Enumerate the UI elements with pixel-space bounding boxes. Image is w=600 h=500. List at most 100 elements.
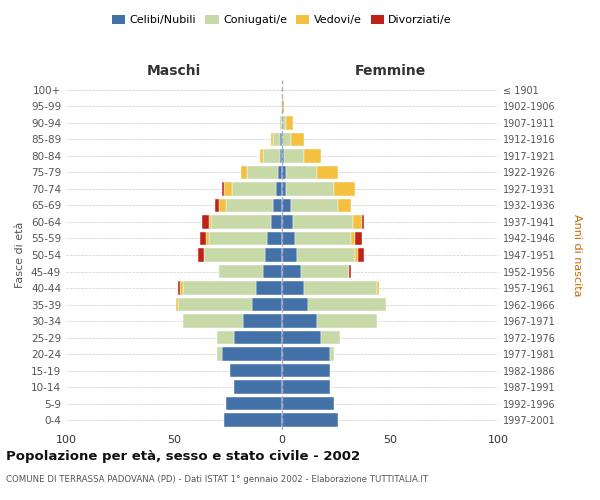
Bar (204, 248, 265, 262)
Bar (178, 282, 181, 294)
Bar (280, 150, 282, 162)
Bar (351, 232, 355, 245)
Bar (247, 166, 278, 179)
Bar (355, 248, 358, 262)
Bar (263, 265, 282, 278)
Bar (275, 182, 282, 196)
Bar (338, 199, 351, 212)
Bar (182, 282, 256, 294)
Bar (226, 199, 274, 212)
Bar (295, 232, 351, 245)
Bar (282, 216, 293, 228)
Bar (308, 298, 386, 311)
Bar (235, 331, 282, 344)
Bar (282, 314, 317, 328)
Bar (182, 314, 243, 328)
Bar (220, 265, 263, 278)
Bar (321, 331, 340, 344)
Bar (181, 282, 182, 294)
Text: Maschi: Maschi (147, 64, 201, 78)
Bar (209, 232, 267, 245)
Bar (297, 248, 355, 262)
Bar (290, 199, 338, 212)
Bar (221, 348, 282, 360)
Bar (282, 100, 284, 113)
Bar (206, 232, 209, 245)
Bar (220, 199, 226, 212)
Bar (217, 348, 221, 360)
Y-axis label: Fasce di età: Fasce di età (16, 222, 25, 288)
Bar (282, 348, 329, 360)
Bar (284, 150, 304, 162)
Bar (349, 265, 351, 278)
Bar (355, 232, 362, 245)
Bar (286, 116, 293, 130)
Bar (235, 380, 282, 394)
Bar (282, 248, 297, 262)
Bar (256, 282, 282, 294)
Bar (334, 182, 355, 196)
Bar (221, 182, 224, 196)
Bar (224, 414, 282, 426)
Bar (286, 166, 317, 179)
Bar (202, 216, 209, 228)
Bar (304, 282, 377, 294)
Bar (317, 166, 338, 179)
Bar (282, 166, 286, 179)
Bar (282, 364, 329, 377)
Bar (267, 232, 282, 245)
Bar (209, 216, 211, 228)
Bar (286, 182, 334, 196)
Bar (377, 282, 379, 294)
Bar (282, 265, 301, 278)
Legend: Celibi/Nubili, Coniugati/e, Vedovi/e, Divorziati/e: Celibi/Nubili, Coniugati/e, Vedovi/e, Di… (107, 10, 457, 30)
Bar (280, 133, 282, 146)
Bar (274, 133, 280, 146)
Bar (290, 133, 304, 146)
Bar (252, 298, 282, 311)
Bar (282, 199, 290, 212)
Bar (282, 182, 286, 196)
Bar (362, 216, 364, 228)
Bar (358, 248, 364, 262)
Bar (282, 150, 284, 162)
Bar (198, 248, 204, 262)
Bar (353, 216, 362, 228)
Bar (317, 314, 377, 328)
Text: Popolazione per età, sesso e stato civile - 2002: Popolazione per età, sesso e stato civil… (6, 450, 360, 463)
Bar (215, 199, 220, 212)
Bar (282, 232, 295, 245)
Bar (232, 182, 275, 196)
Bar (271, 216, 282, 228)
Bar (280, 116, 282, 130)
Text: Femmine: Femmine (355, 64, 425, 78)
Bar (293, 216, 353, 228)
Bar (282, 116, 286, 130)
Bar (200, 232, 206, 245)
Bar (224, 182, 232, 196)
Bar (226, 397, 282, 410)
Bar (241, 166, 247, 179)
Bar (282, 133, 290, 146)
Bar (211, 216, 271, 228)
Text: COMUNE DI TERRASSA PADOVANA (PD) - Dati ISTAT 1° gennaio 2002 - Elaborazione TUT: COMUNE DI TERRASSA PADOVANA (PD) - Dati … (6, 475, 428, 484)
Bar (304, 150, 321, 162)
Bar (282, 397, 334, 410)
Bar (282, 414, 338, 426)
Bar (282, 331, 321, 344)
Bar (178, 298, 252, 311)
Bar (278, 166, 282, 179)
Bar (282, 380, 329, 394)
Bar (274, 199, 282, 212)
Bar (329, 348, 334, 360)
Bar (217, 331, 235, 344)
Bar (301, 265, 349, 278)
Bar (282, 282, 304, 294)
Bar (260, 150, 263, 162)
Bar (265, 248, 282, 262)
Bar (243, 314, 282, 328)
Bar (263, 150, 280, 162)
Bar (176, 298, 178, 311)
Y-axis label: Anni di nascita: Anni di nascita (572, 214, 583, 296)
Bar (230, 364, 282, 377)
